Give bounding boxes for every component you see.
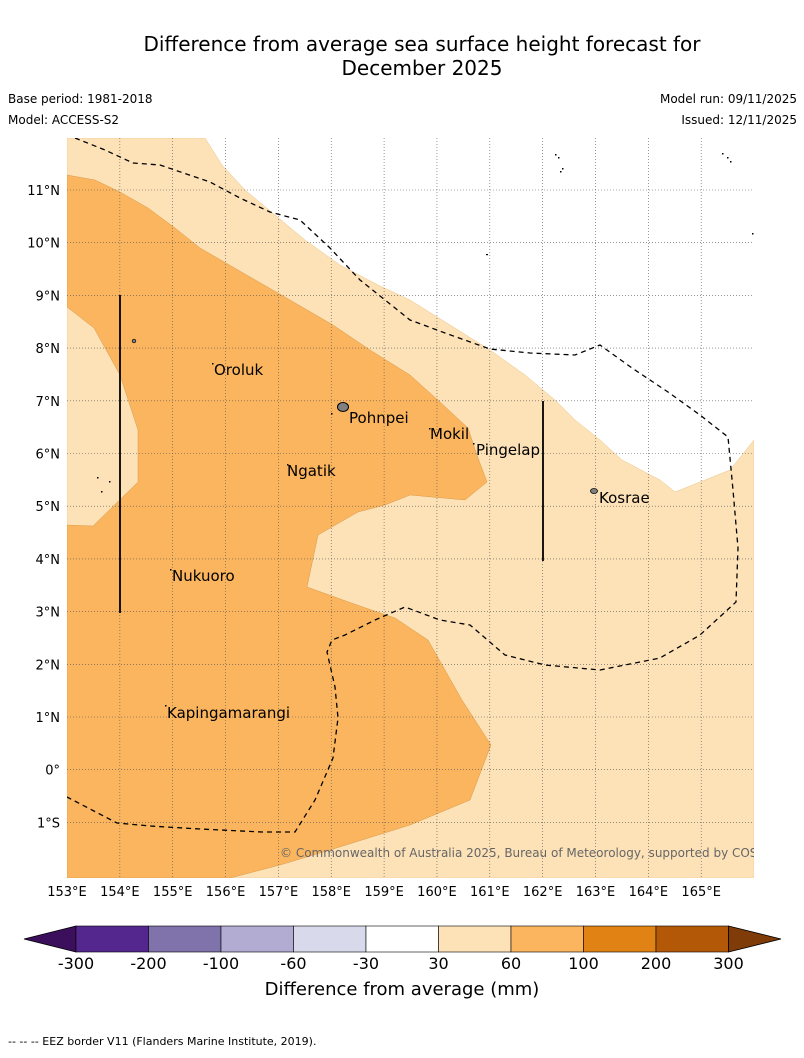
latitude-tick-label: 5°N [36,500,61,515]
longitude-tick-label: 157°E [259,885,299,900]
model-run: Model run: 09/11/2025 [659,92,797,106]
colorbar-tick: 60 [501,954,521,973]
longitude-tick-label: 160°E [417,885,457,900]
colorbar-segment [365,925,439,953]
colorbar [23,925,782,953]
model-name: Model: ACCESS-S2 [8,113,120,127]
eez-footnote: -- -- -- EEZ border V11 (Flanders Marine… [8,1035,317,1048]
colorbar-arrow-high [728,925,782,953]
colorbar-segment [438,925,512,953]
label-mokil: Mokil [430,425,469,443]
title-line-1: Difference from average sea surface heig… [143,32,701,56]
label-pohnpei: Pohnpei [349,409,409,427]
colorbar-segment [75,925,149,953]
colorbar-segment [220,925,294,953]
longitude-tick-label: 161°E [470,885,510,900]
colorbar-tick: -200 [130,954,166,973]
latitude-tick-label: 10°N [27,237,60,252]
latitude-tick-label: 9°N [36,289,61,304]
colorbar-tick: 30 [428,954,448,973]
longitude-tick-label: 153°E [47,885,87,900]
latitude-tick-label: 0° [45,764,60,779]
longitude-tick-label: 165°E [681,885,721,900]
colorbar-tick: 300 [713,954,744,973]
colorbar-segment [293,925,367,953]
map-area: Oroluk Pohnpei Mokil Pingelap Ngatik Kos… [67,138,785,878]
label-nukuoro: Nukuoro [172,567,235,585]
label-oroluk: Oroluk [214,361,263,379]
longitude-tick-label: 154°E [100,885,140,900]
island-dots [97,153,754,707]
copyright-notice: © Commonwealth of Australia 2025, Bureau… [280,846,785,860]
colorbar-tick: 100 [568,954,599,973]
label-kapingamarangi: Kapingamarangi [167,704,290,722]
colorbar-arrow-low [23,925,77,953]
colorbar-tick: -100 [203,954,239,973]
colorbar-tick: -60 [280,954,306,973]
longitude-tick-label: 162°E [523,885,563,900]
colorbar-segment [148,925,222,953]
colorbar-tick: 200 [641,954,672,973]
latitude-tick-label: 7°N [36,395,61,410]
small-island [131,338,137,344]
latitude-labels: 11°N 10°N 9°N 8°N 7°N 6°N 5°N 4°N 3°N 2°N 1°N 0° 1°S [27,184,60,831]
longitude-labels: 153°E 154°E 155°E 156°E 157°E 158°E 159°E 160°E… [47,885,721,900]
longitude-tick-label: 163°E [576,885,616,900]
issued-date: Issued: 12/11/2025 [681,113,797,127]
colorbar-tick-labels: -300 -200 -100 -60 -30 30 60 100 200 300 [58,954,744,973]
longitude-tick-label: 164°E [629,885,669,900]
eez-border-north [67,138,739,833]
longitude-tick-label: 159°E [364,885,404,900]
title-line-2: December 2025 [341,56,503,80]
base-period: Base period: 1981-2018 [8,92,153,106]
label-kosrae: Kosrae [599,489,650,507]
label-ngatik: Ngatik [287,462,336,480]
latitude-tick-label: 6°N [36,448,61,463]
longitude-tick-label: 158°E [311,885,351,900]
colorbar-tick: -300 [58,954,94,973]
latitude-tick-label: 1°S [37,816,60,831]
pohnpei-island [337,402,349,412]
colorbar-label: Difference from average (mm) [265,979,540,1000]
label-pingelap: Pingelap [476,441,540,459]
latitude-tick-label: 11°N [27,184,60,199]
kosrae-island [590,488,598,494]
colorbar-segment [510,925,584,953]
latitude-tick-label: 3°N [36,606,61,621]
latitude-tick-label: 4°N [36,553,61,568]
longitude-tick-label: 155°E [153,885,193,900]
colorbar-segment [655,925,729,953]
map-title: Difference from average sea surface heig… [0,32,804,80]
longitude-tick-label: 156°E [206,885,246,900]
colorbar-segment [583,925,657,953]
colorbar-tick: -30 [353,954,379,973]
latitude-tick-label: 8°N [36,342,61,357]
latitude-tick-label: 1°N [36,711,61,726]
latitude-tick-label: 2°N [36,658,61,673]
